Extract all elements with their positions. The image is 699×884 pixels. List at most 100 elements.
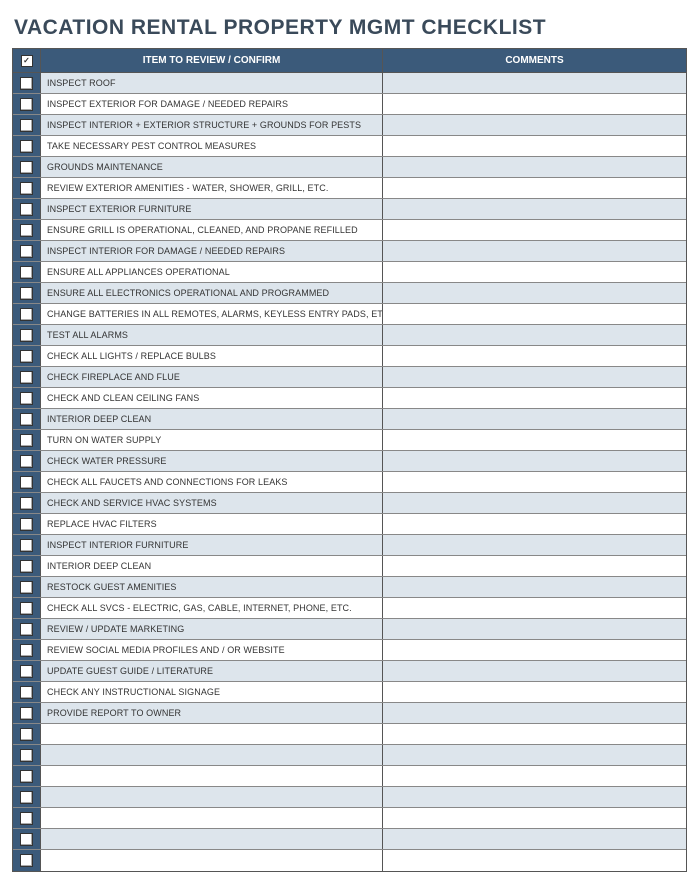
item-cell: TEST ALL ALARMS xyxy=(41,325,383,345)
checkbox-cell xyxy=(13,577,41,597)
table-row: ENSURE GRILL IS OPERATIONAL, CLEANED, AN… xyxy=(13,220,686,241)
comments-cell[interactable] xyxy=(383,220,686,240)
comments-cell[interactable] xyxy=(383,829,686,849)
comments-cell[interactable] xyxy=(383,325,686,345)
comments-cell[interactable] xyxy=(383,598,686,618)
checkbox-cell xyxy=(13,556,41,576)
comments-cell[interactable] xyxy=(383,493,686,513)
comments-cell[interactable] xyxy=(383,556,686,576)
comments-cell[interactable] xyxy=(383,346,686,366)
checkbox-cell xyxy=(13,808,41,828)
row-checkbox[interactable] xyxy=(20,707,33,720)
row-checkbox[interactable] xyxy=(20,350,33,363)
row-checkbox[interactable] xyxy=(20,371,33,384)
row-checkbox[interactable] xyxy=(20,665,33,678)
row-checkbox[interactable] xyxy=(20,791,33,804)
comments-cell[interactable] xyxy=(383,619,686,639)
checkbox-cell xyxy=(13,220,41,240)
comments-cell[interactable] xyxy=(383,745,686,765)
row-checkbox[interactable] xyxy=(20,329,33,342)
row-checkbox[interactable] xyxy=(20,833,33,846)
comments-cell[interactable] xyxy=(383,808,686,828)
comments-cell[interactable] xyxy=(383,157,686,177)
checkbox-cell xyxy=(13,682,41,702)
comments-cell[interactable] xyxy=(383,409,686,429)
checkbox-cell xyxy=(13,745,41,765)
row-checkbox[interactable] xyxy=(20,728,33,741)
header-item-label: ITEM TO REVIEW / CONFIRM xyxy=(41,49,383,72)
item-cell xyxy=(41,745,383,765)
comments-cell[interactable] xyxy=(383,115,686,135)
comments-cell[interactable] xyxy=(383,262,686,282)
table-row: REVIEW / UPDATE MARKETING xyxy=(13,619,686,640)
comments-cell[interactable] xyxy=(383,640,686,660)
comments-cell[interactable] xyxy=(383,724,686,744)
comments-cell[interactable] xyxy=(383,766,686,786)
comments-cell[interactable] xyxy=(383,178,686,198)
row-checkbox[interactable] xyxy=(20,497,33,510)
item-cell: ENSURE ALL ELECTRONICS OPERATIONAL AND P… xyxy=(41,283,383,303)
row-checkbox[interactable] xyxy=(20,749,33,762)
row-checkbox[interactable] xyxy=(20,182,33,195)
row-checkbox[interactable] xyxy=(20,602,33,615)
row-checkbox[interactable] xyxy=(20,224,33,237)
table-header-row: ✓ ITEM TO REVIEW / CONFIRM COMMENTS xyxy=(13,49,686,73)
row-checkbox[interactable] xyxy=(20,476,33,489)
row-checkbox[interactable] xyxy=(20,581,33,594)
row-checkbox[interactable] xyxy=(20,539,33,552)
checkbox-cell xyxy=(13,640,41,660)
comments-cell[interactable] xyxy=(383,577,686,597)
row-checkbox[interactable] xyxy=(20,392,33,405)
comments-cell[interactable] xyxy=(383,283,686,303)
comments-cell[interactable] xyxy=(383,304,686,324)
row-checkbox[interactable] xyxy=(20,161,33,174)
row-checkbox[interactable] xyxy=(20,686,33,699)
comments-cell[interactable] xyxy=(383,367,686,387)
row-checkbox[interactable] xyxy=(20,770,33,783)
comments-cell[interactable] xyxy=(383,514,686,534)
row-checkbox[interactable] xyxy=(20,77,33,90)
comments-cell[interactable] xyxy=(383,472,686,492)
comments-cell[interactable] xyxy=(383,241,686,261)
row-checkbox[interactable] xyxy=(20,140,33,153)
row-checkbox[interactable] xyxy=(20,455,33,468)
header-check-cell: ✓ xyxy=(13,49,41,72)
comments-cell[interactable] xyxy=(383,787,686,807)
row-checkbox[interactable] xyxy=(20,98,33,111)
row-checkbox[interactable] xyxy=(20,854,33,867)
comments-cell[interactable] xyxy=(383,94,686,114)
table-row: CHECK ALL SVCS - ELECTRIC, GAS, CABLE, I… xyxy=(13,598,686,619)
row-checkbox[interactable] xyxy=(20,308,33,321)
comments-cell[interactable] xyxy=(383,199,686,219)
table-row: PROVIDE REPORT TO OWNER xyxy=(13,703,686,724)
comments-cell[interactable] xyxy=(383,451,686,471)
comments-cell[interactable] xyxy=(383,682,686,702)
item-cell: CHECK WATER PRESSURE xyxy=(41,451,383,471)
row-checkbox[interactable] xyxy=(20,560,33,573)
row-checkbox[interactable] xyxy=(20,245,33,258)
item-cell xyxy=(41,724,383,744)
row-checkbox[interactable] xyxy=(20,266,33,279)
row-checkbox[interactable] xyxy=(20,413,33,426)
row-checkbox[interactable] xyxy=(20,623,33,636)
table-row: TAKE NECESSARY PEST CONTROL MEASURES xyxy=(13,136,686,157)
checkbox-cell xyxy=(13,241,41,261)
comments-cell[interactable] xyxy=(383,703,686,723)
comments-cell[interactable] xyxy=(383,73,686,93)
row-checkbox[interactable] xyxy=(20,434,33,447)
comments-cell[interactable] xyxy=(383,136,686,156)
row-checkbox[interactable] xyxy=(20,119,33,132)
row-checkbox[interactable] xyxy=(20,644,33,657)
comments-cell[interactable] xyxy=(383,388,686,408)
item-cell: CHECK AND SERVICE HVAC SYSTEMS xyxy=(41,493,383,513)
comments-cell[interactable] xyxy=(383,430,686,450)
item-cell: TURN ON WATER SUPPLY xyxy=(41,430,383,450)
comments-cell[interactable] xyxy=(383,535,686,555)
comments-cell[interactable] xyxy=(383,661,686,681)
row-checkbox[interactable] xyxy=(20,812,33,825)
comments-cell[interactable] xyxy=(383,850,686,871)
checkbox-cell xyxy=(13,598,41,618)
row-checkbox[interactable] xyxy=(20,287,33,300)
row-checkbox[interactable] xyxy=(20,203,33,216)
row-checkbox[interactable] xyxy=(20,518,33,531)
